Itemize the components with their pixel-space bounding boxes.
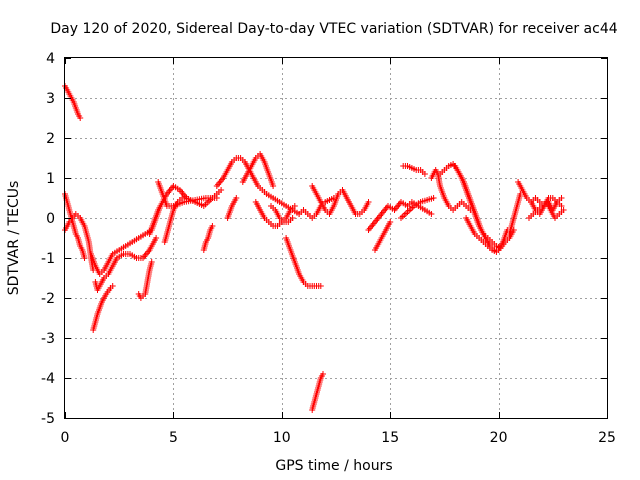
data-point-marks (515, 179, 565, 217)
y-tick-label: -3 (41, 331, 55, 347)
data-point-marks (309, 371, 326, 413)
y-tick-label: -2 (41, 291, 55, 307)
data-point-marks (62, 83, 84, 121)
series-s12 (224, 195, 240, 221)
y-tick-label: 1 (46, 171, 55, 187)
data-point-marks (309, 183, 372, 217)
tick-labels: 0 5 10 15 20 25 -5 -4 -3 -2 -1 0 1 2 3 4 (41, 51, 616, 446)
data-point-marks (135, 259, 155, 301)
y-tick-label: 3 (46, 91, 55, 107)
y-tick-label: 0 (46, 211, 55, 227)
y-axis-label: SDTVAR / TECUs (6, 181, 22, 296)
x-axis-label: GPS time / hours (275, 458, 392, 474)
series-s1 (62, 83, 84, 121)
series-s6 (90, 283, 116, 333)
data-point-marks (155, 179, 220, 209)
data-point-marks (372, 219, 394, 253)
data-point-marks (92, 235, 160, 293)
y-tick-label: 4 (46, 51, 55, 67)
data-point-marks (268, 203, 296, 225)
series-s17 (283, 235, 324, 289)
x-tick-label: 20 (490, 430, 508, 446)
x-tick-label: 10 (273, 430, 291, 446)
data-point-marks (90, 283, 116, 333)
series-s28 (463, 215, 500, 255)
series-s14 (239, 151, 277, 189)
series-s30 (515, 179, 565, 217)
series-s7 (135, 259, 155, 301)
series-s19 (309, 183, 372, 217)
data-point-marks (398, 195, 437, 221)
data-point-marks (528, 195, 565, 209)
series-s5 (92, 235, 160, 293)
data-point-marks (283, 235, 324, 289)
series-s25 (428, 167, 474, 213)
x-tick-label: 5 (169, 430, 178, 446)
data-point-marks (161, 195, 190, 245)
x-tick-label: 15 (381, 430, 399, 446)
y-tick-label: 2 (46, 131, 55, 147)
data-point-marks (239, 151, 277, 189)
data-point-marks (428, 167, 474, 213)
data-point-marks (400, 163, 428, 177)
grid-lines (65, 58, 607, 418)
data-point-marks (200, 223, 216, 253)
chart-title: Day 120 of 2020, Sidereal Day-to-day VTE… (50, 21, 617, 37)
series-s29 (506, 191, 524, 237)
x-tick-label: 0 (61, 430, 70, 446)
series-s20 (309, 371, 326, 413)
y-tick-label: -5 (41, 411, 55, 427)
data-point-marks (506, 191, 524, 237)
x-tick-label: 25 (598, 430, 616, 446)
data-point-marks (463, 215, 500, 255)
series-s23 (398, 195, 437, 221)
y-tick-label: -4 (41, 371, 55, 387)
plot-frame (64, 57, 608, 419)
series-s9 (155, 179, 220, 209)
series-s22 (372, 219, 394, 253)
axis-ticks (65, 58, 608, 419)
series-s24 (400, 163, 428, 177)
data-points (62, 83, 567, 413)
y-tick-label: -1 (41, 251, 55, 267)
series-s10 (161, 195, 190, 245)
data-point-marks (224, 195, 240, 221)
series-s11 (200, 223, 216, 253)
series-s32 (528, 195, 565, 209)
series-s16 (268, 203, 296, 225)
